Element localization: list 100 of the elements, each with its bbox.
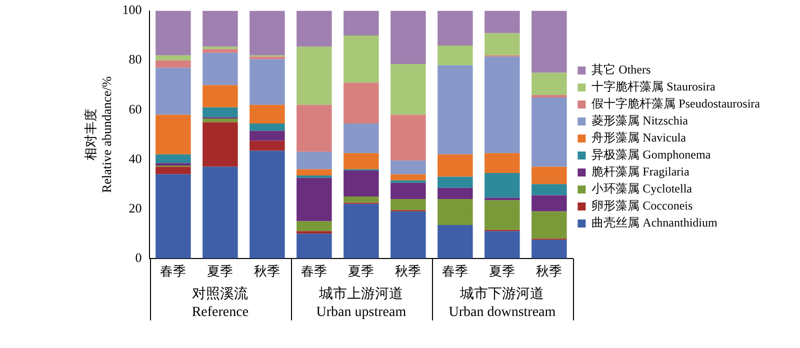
legend-label: 其它 Others [592,62,651,77]
bar [532,195,567,212]
bar [390,180,426,183]
bar [532,72,567,95]
bar [296,175,332,178]
bar [202,85,238,108]
bar [202,49,238,53]
bar [156,114,191,154]
bar [296,221,332,232]
bar [156,166,191,174]
y-tick-label: 60 [128,101,142,116]
bar [156,174,191,258]
bar [344,153,379,170]
legend-label: 异极藻属 Gomphonema [592,148,712,162]
bar [250,150,285,258]
x-tick-label: 秋季 [536,264,562,279]
bar [344,36,379,83]
x-tick-label: 春季 [160,264,186,279]
bar [438,176,473,188]
bar [532,97,567,167]
bar [390,64,426,115]
y-tick-label: 0 [135,250,142,265]
x-tick-label: 夏季 [207,264,234,279]
bar [250,123,285,131]
bar [484,172,520,198]
legend-label: 菱形藻属 Nitzschia [592,114,689,128]
bar [296,169,332,176]
bar [484,200,520,230]
bar [344,123,379,154]
bar [344,196,379,203]
bar [202,122,238,167]
bar [484,10,520,34]
y-tick-label: 20 [128,200,142,216]
bar [390,182,426,199]
y-tick-label: 80 [128,52,142,67]
bar [202,52,238,86]
legend-label: 假十字脆杆藻属 Pseudostaurosira [592,96,761,111]
legend-label: 舟形藻属 Navicula [592,130,687,145]
bar [438,198,473,225]
bar [344,204,379,258]
bar [390,10,426,64]
bar [296,10,332,47]
bar [296,234,332,258]
legend-label: 十字脆杆藻属 Staurosira [592,80,716,94]
bar [390,198,426,210]
bar [438,45,473,66]
bar [438,10,473,46]
x-tick-label: 夏季 [489,264,516,279]
bar [250,140,285,151]
bar [438,188,473,199]
bar [532,166,567,184]
bar [296,178,332,222]
y-tick-label: 40 [128,150,142,166]
bar [390,160,426,174]
legend-label: 曲壳丝属 Achnanthidium [592,216,718,230]
bar [484,56,520,154]
bar [250,10,285,56]
y-tick-label: 100 [122,2,142,18]
bar [296,46,332,105]
text: 城市下游河道 Urban downstream [448,286,556,320]
bar [390,174,426,180]
legend-label: 小环藻属 Cyclotella [592,182,693,196]
y-axis-title: 相对丰度 Relative abundance/% [83,76,114,193]
bar [484,231,520,258]
bar [202,10,238,47]
x-tick-label: 春季 [301,264,328,279]
bar [484,33,520,56]
bar [344,82,379,124]
bar [202,166,238,258]
bar [156,68,191,115]
x-tick-label: 夏季 [348,264,374,279]
bar [438,224,473,258]
bar [156,55,191,60]
x-tick-label: 秋季 [395,264,422,279]
bar [296,231,332,234]
bar [250,59,285,105]
bar [532,240,567,258]
text: 城市上游河道 Urban upstream [316,286,406,320]
bar [438,65,473,154]
bar [296,104,332,152]
bar [344,10,379,36]
bar [156,10,191,56]
bar [156,163,191,166]
bar [156,60,191,68]
x-tick-label: 秋季 [254,264,280,279]
legend-label: 卵形藻属 Cocconeis [592,198,693,213]
bar [390,114,426,161]
bar [202,118,238,122]
bar [484,153,520,173]
bar [250,104,285,124]
bar [296,152,332,170]
bar [532,94,567,98]
bar [438,154,473,177]
bar [484,198,520,200]
x-tick-label: 春季 [442,264,468,279]
bar [532,10,567,73]
bar [250,56,285,60]
bar [390,211,426,258]
bar [202,46,238,50]
bar [532,184,567,196]
